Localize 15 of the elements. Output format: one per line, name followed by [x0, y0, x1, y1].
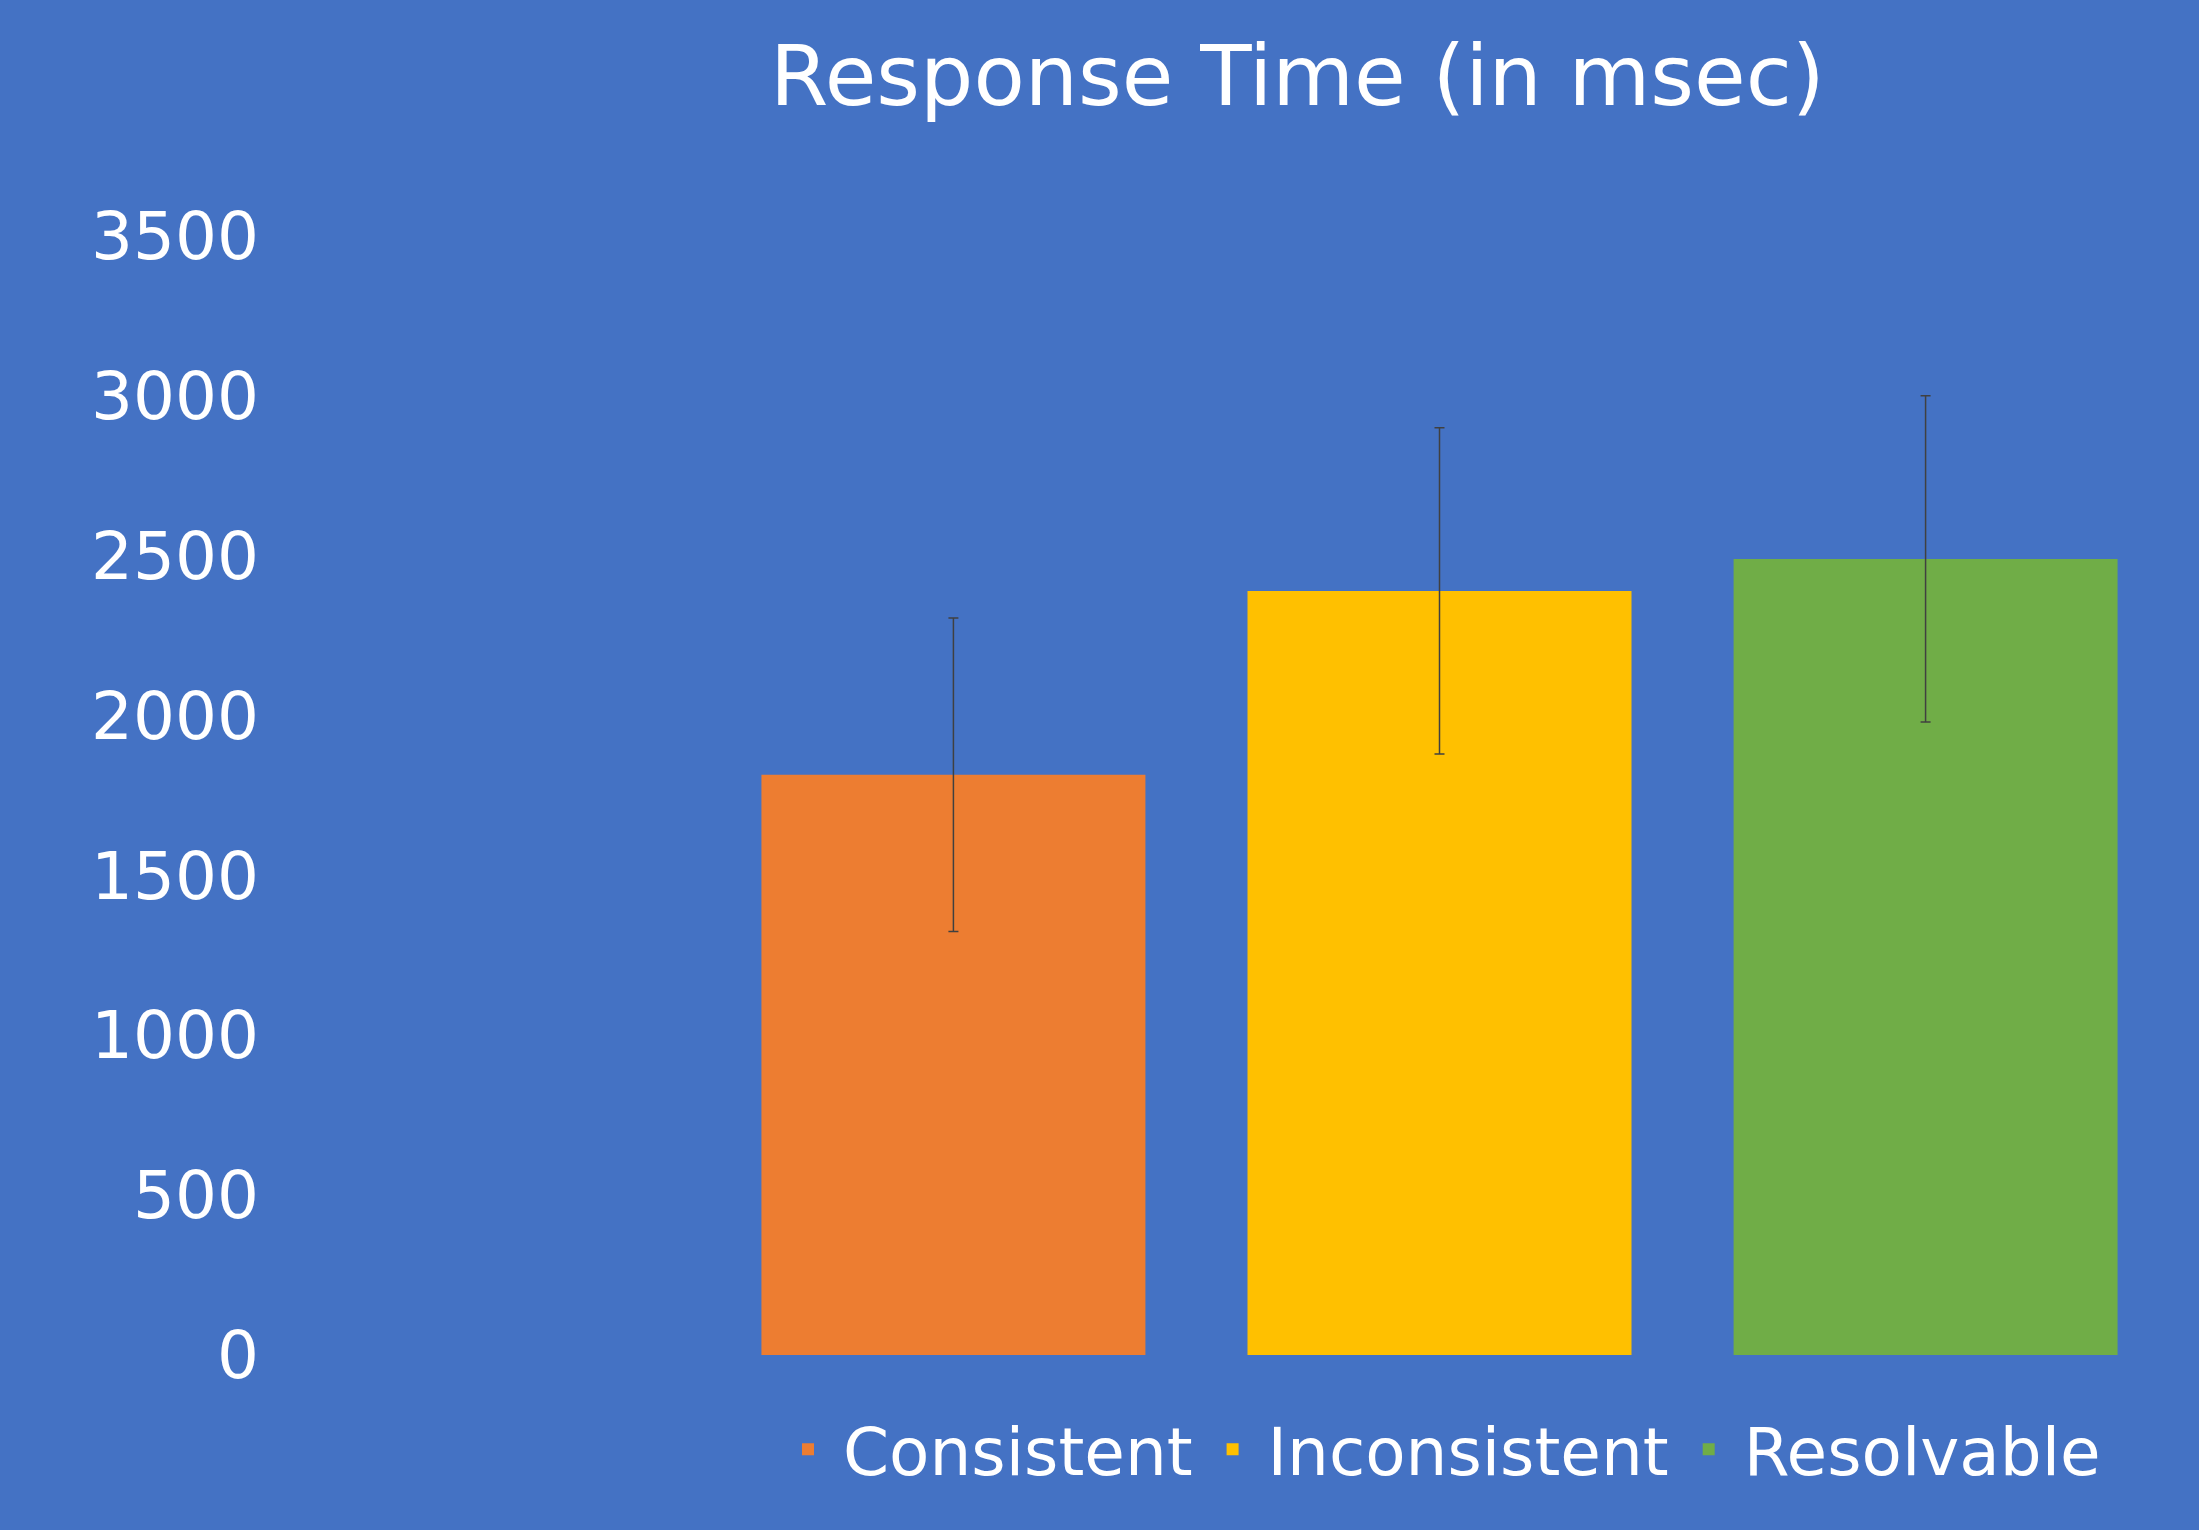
bar: [1247, 590, 1632, 1355]
bar: [761, 774, 1146, 1355]
legend-label: Resolvable: [1743, 1413, 2101, 1491]
bar: [1733, 558, 2118, 1355]
y-tick-label: 0: [217, 1317, 259, 1395]
y-tick-label: 3500: [91, 198, 259, 276]
y-tick-label: 2500: [91, 517, 259, 595]
legend-label: Inconsistent: [1267, 1413, 1669, 1491]
y-tick-label: 1500: [91, 837, 259, 915]
y-tick-label: 500: [133, 1157, 259, 1235]
y-tick-label: 3000: [91, 357, 259, 435]
y-tick-label: 1000: [91, 997, 259, 1075]
legend-label: Consistent: [843, 1413, 1193, 1491]
y-tick-label: 2000: [91, 677, 259, 755]
chart-title: Response Time (in msec): [770, 26, 1825, 125]
